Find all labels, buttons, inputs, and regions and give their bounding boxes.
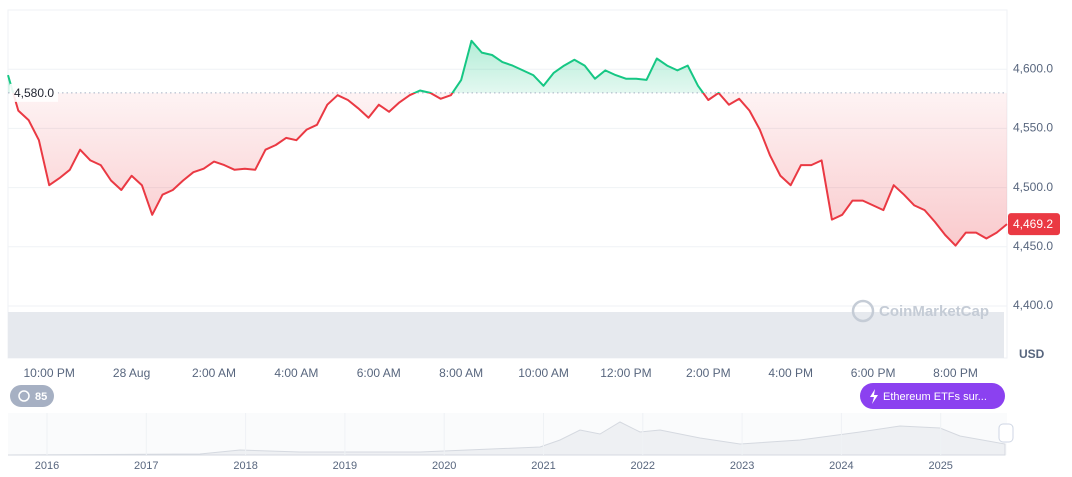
event-pill[interactable]: Ethereum ETFs sur...	[860, 383, 1005, 409]
y-tick-label: 4,400.0	[1013, 298, 1053, 312]
y-tick-label: 4,600.0	[1013, 61, 1053, 75]
navigator-year: 2022	[631, 460, 655, 472]
navigator-year: 2025	[928, 460, 952, 472]
x-tick-label: 6:00 AM	[357, 366, 401, 380]
x-tick-label: 10:00 AM	[518, 366, 569, 380]
x-tick-label: 6:00 PM	[851, 366, 896, 380]
y-tick-label: 4,550.0	[1013, 121, 1053, 135]
y-tick-label: 4,450.0	[1013, 239, 1053, 253]
price-line	[7, 39, 1008, 247]
navigator-year: 2018	[233, 460, 257, 472]
last-value-label: 4,469.2	[1013, 217, 1053, 231]
watermark-text: CoinMarketCap	[879, 303, 989, 320]
watermark: CoinMarketCap	[851, 299, 989, 323]
navigator-area	[7, 421, 1006, 456]
badge-count: 85	[35, 391, 47, 403]
navigator-year: 2016	[35, 460, 59, 472]
navigator-year: 2021	[531, 460, 555, 472]
navigator-year: 2024	[829, 460, 853, 472]
x-tick-label: 2:00 PM	[686, 366, 731, 380]
x-tick-label: 4:00 AM	[274, 366, 318, 380]
baseline-label-bg	[10, 83, 58, 102]
navigator-year: 2020	[432, 460, 456, 472]
last-value-tag	[1008, 213, 1060, 236]
navigator-year: 2017	[134, 460, 158, 472]
price-area	[8, 40, 1007, 246]
badge[interactable]: 85	[10, 385, 54, 407]
unit-label: USD	[1019, 347, 1045, 361]
y-tick-label: 4,500.0	[1013, 180, 1053, 194]
x-tick-label: 4:00 PM	[768, 366, 813, 380]
x-tick-label: 8:00 PM	[933, 366, 978, 380]
navigator-year: 2023	[730, 460, 754, 472]
navigator-year: 2019	[333, 460, 357, 472]
x-tick-label: 8:00 AM	[439, 366, 483, 380]
x-tick-label: 12:00 PM	[600, 366, 651, 380]
baseline-label: 4,580.0	[14, 86, 54, 100]
volume-band	[8, 312, 1004, 358]
x-tick-label: 10:00 PM	[24, 366, 75, 380]
x-tick-label: 2:00 AM	[192, 366, 236, 380]
navigator-handle[interactable]	[998, 423, 1014, 443]
x-tick-label: 28 Aug	[113, 366, 150, 380]
event-text: Ethereum ETFs sur...	[883, 391, 987, 403]
